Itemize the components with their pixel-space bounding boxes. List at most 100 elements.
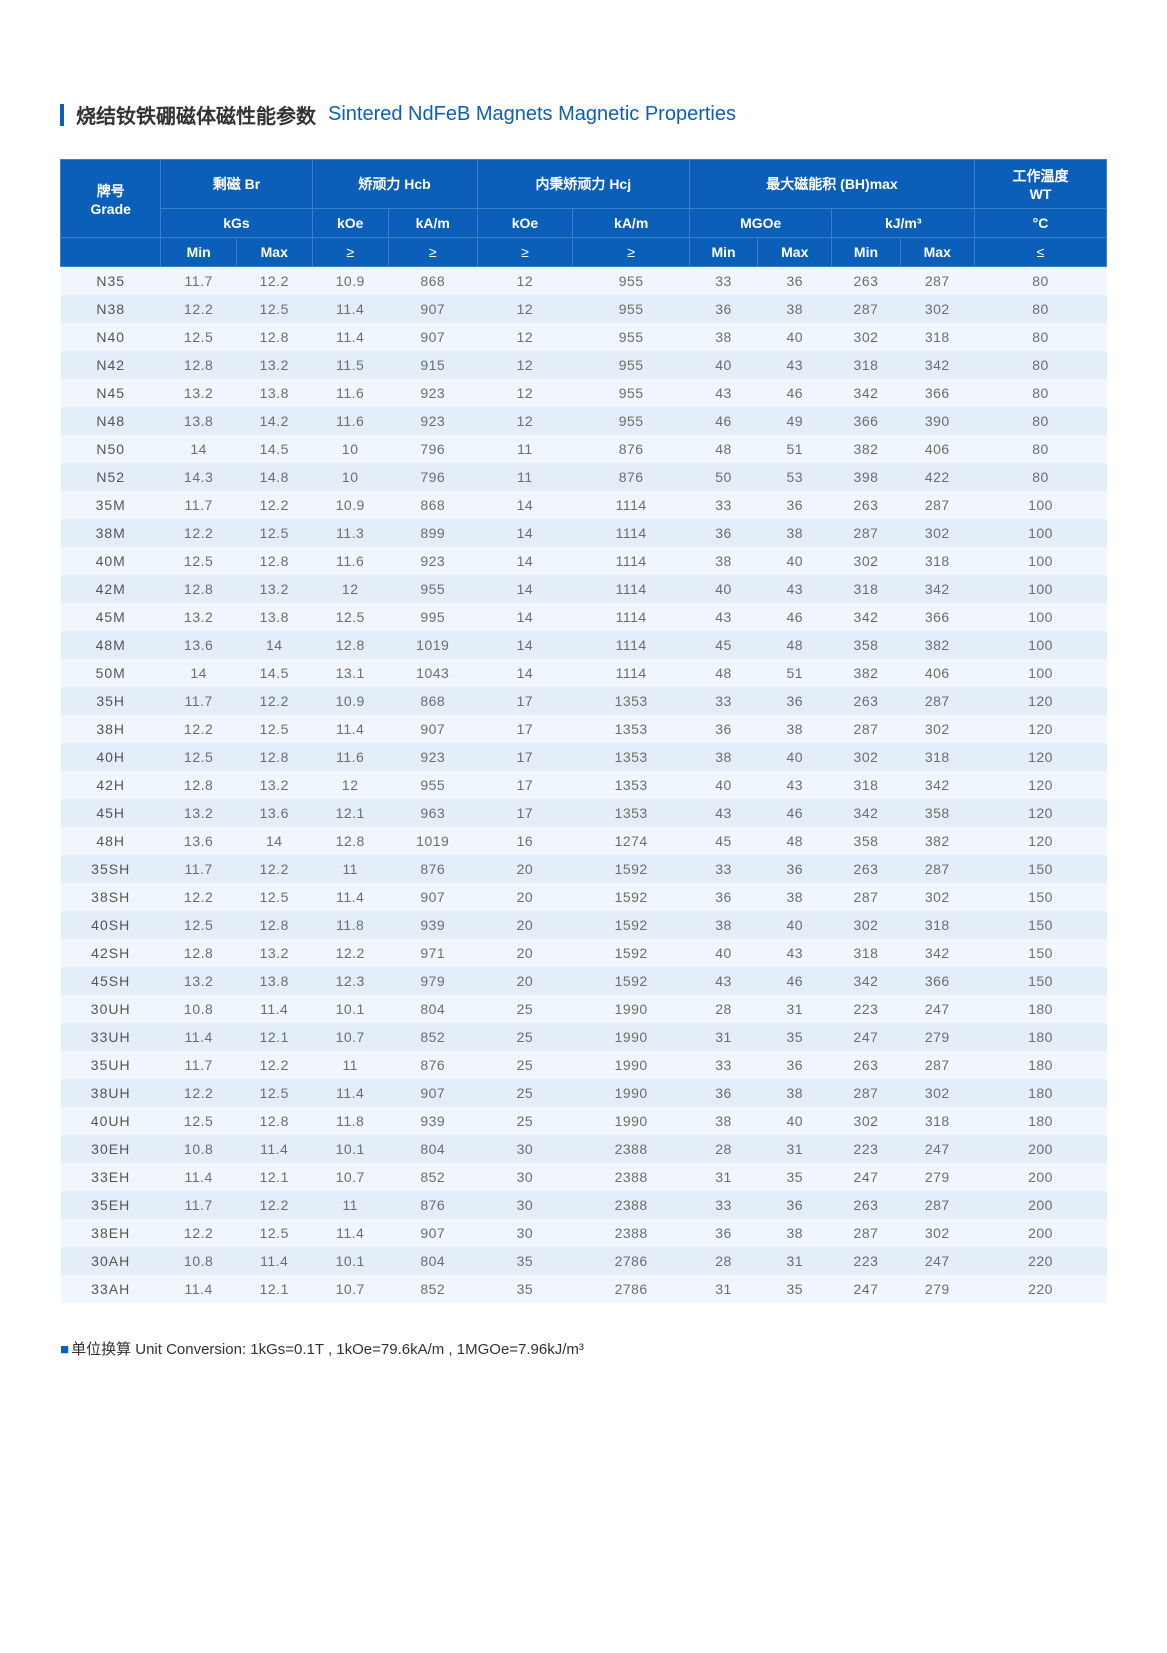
cell-brmin: 11.7 [161, 1191, 237, 1219]
cell-mgmin: 45 [690, 827, 758, 855]
cell-mgmax: 51 [758, 659, 832, 687]
cell-hcbkam: 923 [388, 407, 477, 435]
table-row: N501414.51079611876485138240680 [61, 435, 1107, 463]
cell-hcbkoe: 12 [312, 575, 388, 603]
cell-brmin: 11.7 [161, 267, 237, 296]
cell-hcbkam: 971 [388, 939, 477, 967]
cell-hcjkam: 1114 [573, 631, 690, 659]
cell-mgmax: 43 [758, 575, 832, 603]
cell-hcjkam: 1114 [573, 491, 690, 519]
cell-mgmax: 46 [758, 799, 832, 827]
cell-wt: 220 [975, 1275, 1107, 1303]
cell-hcjkoe: 25 [477, 1051, 573, 1079]
cell-mgmin: 28 [690, 1135, 758, 1163]
cell-brmin: 13.2 [161, 603, 237, 631]
cell-mgmin: 48 [690, 435, 758, 463]
cell-mgmin: 40 [690, 939, 758, 967]
cell-hcbkoe: 10.1 [312, 995, 388, 1023]
cell-hcbkoe: 12.8 [312, 827, 388, 855]
cell-brmin: 13.2 [161, 967, 237, 995]
cell-hcbkoe: 11.4 [312, 323, 388, 351]
sub-min-1: Min [161, 238, 237, 267]
cell-wt: 200 [975, 1191, 1107, 1219]
cell-hcbkoe: 10.1 [312, 1135, 388, 1163]
cell-kjmax: 318 [900, 547, 975, 575]
cell-brmax: 14.5 [236, 435, 312, 463]
cell-mgmax: 36 [758, 855, 832, 883]
cell-brmax: 11.4 [236, 995, 312, 1023]
cell-brmin: 11.7 [161, 855, 237, 883]
cell-kjmin: 302 [832, 323, 900, 351]
cell-hcjkoe: 14 [477, 519, 573, 547]
cell-kjmax: 318 [900, 323, 975, 351]
cell-wt: 200 [975, 1135, 1107, 1163]
cell-kjmax: 342 [900, 771, 975, 799]
cell-hcbkoe: 11.4 [312, 295, 388, 323]
cell-mgmin: 38 [690, 911, 758, 939]
cell-hcbkoe: 13.1 [312, 659, 388, 687]
cell-hcjkoe: 25 [477, 1079, 573, 1107]
title-accent-bar [60, 104, 64, 126]
table-row: 50M1414.513.110431411144851382406100 [61, 659, 1107, 687]
cell-mgmax: 53 [758, 463, 832, 491]
cell-kjmax: 342 [900, 351, 975, 379]
cell-hcjkoe: 14 [477, 631, 573, 659]
cell-wt: 180 [975, 1107, 1107, 1135]
cell-hcbkoe: 11 [312, 1191, 388, 1219]
cell-kjmax: 247 [900, 995, 975, 1023]
cell-hcjkam: 955 [573, 323, 690, 351]
cell-g: 35M [61, 491, 161, 519]
cell-mgmin: 43 [690, 967, 758, 995]
unit-kgs: kGs [161, 209, 312, 238]
cell-brmax: 13.2 [236, 771, 312, 799]
cell-mgmax: 36 [758, 687, 832, 715]
cell-hcjkoe: 20 [477, 911, 573, 939]
sub-gte-3: ≥ [477, 238, 573, 267]
cell-brmin: 12.2 [161, 295, 237, 323]
cell-hcjkam: 1592 [573, 883, 690, 911]
cell-hcbkoe: 12.2 [312, 939, 388, 967]
cell-kjmax: 247 [900, 1247, 975, 1275]
cell-mgmax: 51 [758, 435, 832, 463]
sub-max-1: Max [236, 238, 312, 267]
cell-brmin: 13.6 [161, 631, 237, 659]
cell-kjmin: 263 [832, 855, 900, 883]
cell-g: 38SH [61, 883, 161, 911]
cell-mgmin: 28 [690, 995, 758, 1023]
cell-hcbkoe: 11 [312, 855, 388, 883]
cell-wt: 180 [975, 1023, 1107, 1051]
cell-mgmax: 40 [758, 911, 832, 939]
cell-mgmax: 36 [758, 1191, 832, 1219]
cell-wt: 180 [975, 1079, 1107, 1107]
cell-brmin: 14.3 [161, 463, 237, 491]
cell-hcjkoe: 12 [477, 379, 573, 407]
cell-hcbkam: 995 [388, 603, 477, 631]
cell-mgmax: 36 [758, 491, 832, 519]
table-row: 45SH13.213.812.39792015924346342366150 [61, 967, 1107, 995]
cell-hcjkam: 2388 [573, 1163, 690, 1191]
cell-kjmin: 263 [832, 687, 900, 715]
cell-mgmax: 38 [758, 295, 832, 323]
cell-hcbkam: 796 [388, 463, 477, 491]
cell-hcjkam: 1990 [573, 1079, 690, 1107]
cell-brmin: 11.7 [161, 491, 237, 519]
cell-kjmin: 223 [832, 995, 900, 1023]
cell-hcjkam: 1592 [573, 855, 690, 883]
cell-mgmax: 38 [758, 1079, 832, 1107]
cell-brmin: 12.8 [161, 351, 237, 379]
cell-hcbkoe: 12.3 [312, 967, 388, 995]
cell-g: 40UH [61, 1107, 161, 1135]
cell-kjmin: 263 [832, 1051, 900, 1079]
cell-g: N35 [61, 267, 161, 296]
cell-kjmin: 342 [832, 379, 900, 407]
cell-hcjkam: 1990 [573, 1023, 690, 1051]
cell-hcjkoe: 16 [477, 827, 573, 855]
cell-g: 38UH [61, 1079, 161, 1107]
cell-wt: 100 [975, 491, 1107, 519]
unit-kam-1: kA/m [388, 209, 477, 238]
cell-hcjkoe: 25 [477, 1023, 573, 1051]
cell-kjmin: 318 [832, 771, 900, 799]
cell-brmax: 12.8 [236, 743, 312, 771]
table-row: N5214.314.81079611876505339842280 [61, 463, 1107, 491]
cell-hcbkam: 939 [388, 1107, 477, 1135]
